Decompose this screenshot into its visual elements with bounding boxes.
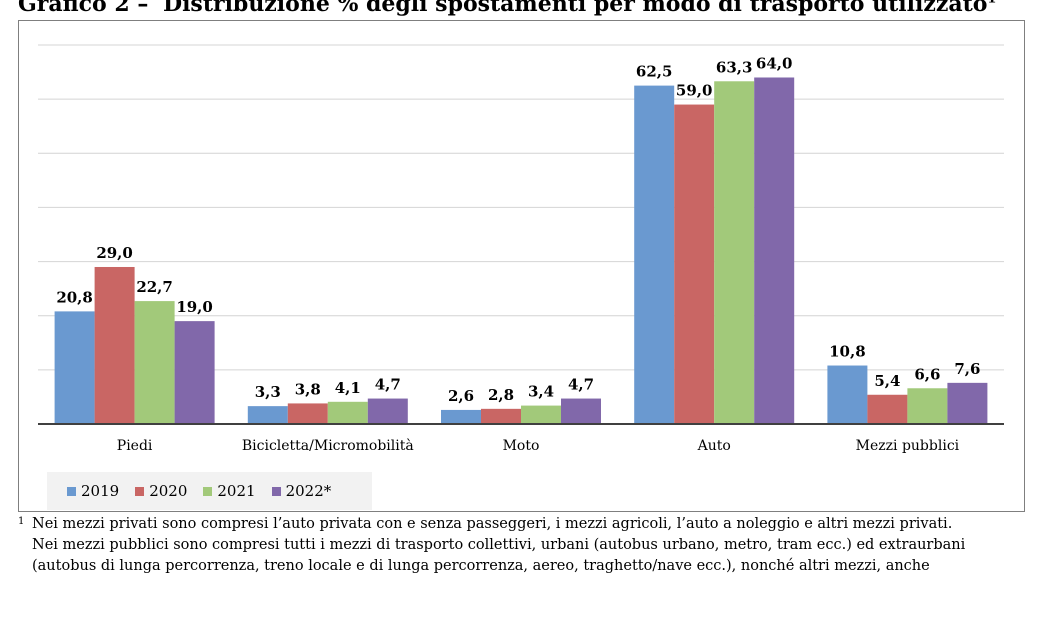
legend-swatch xyxy=(271,486,281,496)
bar xyxy=(754,77,795,424)
data-label: 10,8 xyxy=(829,343,866,361)
data-label: 63,3 xyxy=(716,58,753,76)
data-label: 4,1 xyxy=(335,379,361,397)
footnote-row-1: 1 Nei mezzi privati sono compresi l’auto… xyxy=(18,514,1038,535)
data-label: 22,7 xyxy=(136,278,173,296)
x-tick-label: Moto xyxy=(503,438,540,454)
bar xyxy=(247,406,288,424)
bar xyxy=(521,405,561,424)
bar xyxy=(174,321,215,424)
footnote-line-3: (autobus di lunga percorrenza, treno loc… xyxy=(32,558,930,574)
x-tick-label: Mezzi pubblici xyxy=(856,438,960,454)
bar xyxy=(561,398,601,424)
bar xyxy=(54,311,95,424)
data-label: 3,3 xyxy=(255,383,281,401)
data-label: 2,6 xyxy=(448,387,474,405)
footnote-marker: 1 xyxy=(18,516,25,527)
data-label: 59,0 xyxy=(676,82,713,100)
bar xyxy=(94,266,135,424)
footnote-line-2: Nei mezzi pubblici sono compresi tutti i… xyxy=(32,537,966,553)
bar xyxy=(634,85,675,424)
bar xyxy=(481,408,521,424)
legend-item: 2019 xyxy=(67,482,119,500)
data-label: 2,8 xyxy=(488,386,514,404)
footnote: 1 Nei mezzi privati sono compresi l’auto… xyxy=(18,514,1038,577)
x-tick-label: Auto xyxy=(697,438,731,454)
data-label: 19,0 xyxy=(176,298,213,316)
bar xyxy=(134,301,175,424)
legend-item: 2021 xyxy=(203,482,256,500)
chart-title-text: Distribuzione % degli spostamenti per mo… xyxy=(163,0,988,17)
bar xyxy=(867,394,908,424)
bar xyxy=(827,365,868,424)
bar xyxy=(714,81,755,425)
bar xyxy=(907,388,948,424)
legend-swatch xyxy=(203,486,213,496)
x-tick-label: Bicicletta/Micromobilità xyxy=(242,437,414,454)
legend-label: 2020 xyxy=(149,482,188,500)
data-label: 4,7 xyxy=(375,376,401,394)
legend-label: 2022* xyxy=(285,482,332,500)
data-label: 6,6 xyxy=(914,365,940,383)
legend-label: 2021 xyxy=(217,482,256,500)
bar xyxy=(327,401,368,424)
chart-legend: 2019 2020 2021 2022* xyxy=(47,472,372,510)
footnote-line-1: Nei mezzi privati sono compresi l’auto p… xyxy=(32,516,953,532)
bar xyxy=(367,398,408,424)
x-tick-label: Piedi xyxy=(117,438,153,454)
bar xyxy=(287,403,328,424)
data-label: 29,0 xyxy=(96,244,133,262)
data-label: 3,8 xyxy=(295,380,321,398)
bar xyxy=(947,382,988,424)
data-label: 62,5 xyxy=(636,63,673,81)
legend-label: 2019 xyxy=(81,482,120,500)
bar xyxy=(441,409,481,424)
chart-title: Grafico 2 – Distribuzione % degli spostam… xyxy=(18,0,1038,19)
chart-title-footnote-ref: 1 xyxy=(987,0,996,7)
legend-item: 2020 xyxy=(135,482,187,500)
data-label: 5,4 xyxy=(874,372,900,390)
bar xyxy=(674,104,715,425)
chart-title-number: Grafico 2 – xyxy=(18,0,149,17)
legend-item: 2022* xyxy=(271,482,332,500)
legend-swatch xyxy=(67,486,76,496)
data-label: 20,8 xyxy=(56,288,93,306)
data-label: 3,4 xyxy=(528,383,554,401)
chart-frame xyxy=(18,20,1025,512)
data-label: 64,0 xyxy=(756,54,793,72)
data-label: 7,6 xyxy=(954,360,980,378)
legend-swatch xyxy=(135,486,145,496)
data-label: 4,7 xyxy=(568,376,594,394)
